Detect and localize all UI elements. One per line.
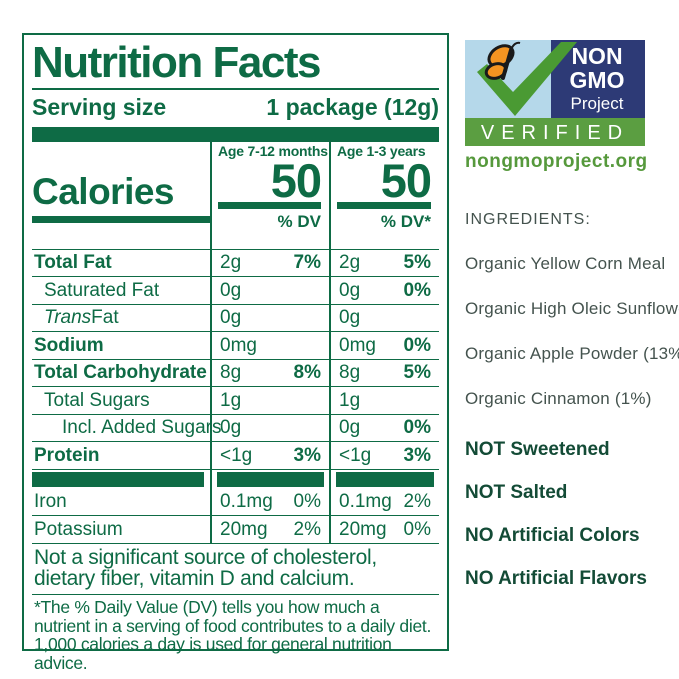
dv-header-col2: % DV* [380, 211, 431, 231]
ingredient-item: Organic High Oleic Sunflower Oil [465, 299, 679, 318]
age-group-1-label: Age 7-12 months [218, 142, 328, 159]
ingredient-item: Organic Yellow Corn Meal [465, 254, 666, 273]
col2-values: 0mg 0% [329, 332, 439, 360]
table-row-total-sugars: Total Sugars 1g 1g [32, 387, 439, 415]
nutrient-name: Potassium [32, 516, 210, 544]
nutrient-name: Protein [32, 442, 210, 470]
age-column-1-header: Age 7-12 months 50 % DV [210, 141, 329, 250]
svg-text:NON: NON [571, 43, 622, 69]
nutrient-name: Incl. Added Sugars [32, 415, 222, 443]
nutrient-name: Total Sugars [32, 387, 210, 415]
col2-values: 0g 0% [329, 414, 439, 443]
serving-size-label: Serving size [32, 93, 167, 120]
svg-text:GMO: GMO [570, 67, 625, 93]
col2-values: 0.1mg 2% [329, 488, 439, 517]
nutrient-name: Iron [32, 489, 210, 517]
separator-bar [32, 470, 210, 489]
col2-values: 20mg 0% [329, 516, 439, 544]
col1-values: 0g [210, 277, 329, 305]
col1-values: 20mg 2% [210, 516, 329, 544]
panel-title: Nutrition Facts [32, 39, 439, 90]
ingredient-item: Organic Apple Powder (13%) [465, 344, 679, 363]
table-row-total-fat: Total Fat 2g 7% 2g 5% [32, 249, 439, 278]
non-gmo-verified-badge: NON GMO Project VERIFIED nongmoproject.o… [465, 40, 670, 173]
nutrient-name: Sodium [32, 332, 210, 360]
calories-underline-bar [337, 201, 431, 209]
separator-bar [329, 469, 439, 489]
table-row-sodium: Sodium 0mg 0mg 0% [32, 332, 439, 360]
table-row-potassium: Potassium 20mg 2% 20mg 0% [32, 516, 439, 544]
claim-not-sweetened: NOT Sweetened [465, 439, 610, 460]
col2-values: 1g [329, 387, 439, 415]
svg-text:VERIFIED: VERIFIED [481, 122, 629, 144]
col1-values: 2g 7% [210, 249, 329, 278]
serving-size-value: 1 package (12g) [266, 93, 439, 120]
nongmo-url: nongmoproject.org [465, 151, 648, 172]
butterfly-icon [484, 41, 521, 80]
calories-value-col2: 50 [380, 153, 432, 207]
nutrient-name: Trans Fat [32, 305, 210, 333]
thick-divider-bar [32, 126, 439, 142]
serving-size-row: Serving size 1 package (12g) [32, 90, 439, 127]
svg-text:Project: Project [571, 94, 624, 113]
table-row-iron: Iron 0.1mg 0% 0.1mg 2% [32, 488, 439, 517]
col1-values: 8g 8% [210, 359, 329, 388]
table-row-saturated-fat: Saturated Fat 0g 0g 0% [32, 277, 439, 305]
dv-header-col1: % DV [277, 211, 321, 231]
col2-values: 2g 5% [329, 249, 439, 278]
claim-no-artificial-flavors: NO Artificial Flavors [465, 568, 647, 589]
claim-not-salted: NOT Salted [465, 482, 568, 503]
col1-values: 1g [210, 387, 329, 415]
calories-label: Calories [32, 170, 175, 212]
calories-underline-bar [218, 201, 321, 209]
col1-values: <1g 3% [210, 442, 329, 470]
separator-bar [210, 469, 329, 489]
claim-no-artificial-colors: NO Artificial Colors [465, 525, 640, 546]
ingredient-item: Organic Cinnamon (1%) [465, 389, 652, 408]
calories-value-col1: 50 [270, 153, 322, 207]
col1-values: 0g [210, 304, 329, 333]
table-row-protein: Protein <1g 3% <1g 3% [32, 442, 439, 470]
age-column-2-header: Age 1-3 years 50 % DV* [329, 141, 439, 250]
nutrition-facts-panel: Nutrition Facts Serving size 1 package (… [22, 33, 449, 672]
thick-separator-row [32, 469, 439, 489]
daily-value-footnote: *The % Daily Value (DV) tells you how mu… [34, 597, 432, 673]
nutrient-name: Total Fat [32, 250, 210, 278]
nutrient-name: Total Carbohydrate [32, 360, 210, 388]
nutrient-name: Saturated Fat [32, 277, 210, 305]
nongmo-butterfly-check-icon: NON GMO Project VERIFIED [465, 40, 645, 146]
spacer [32, 223, 210, 249]
calories-header-row: Calories Age 7-12 months 50 % DV Age 1-3… [32, 141, 439, 250]
col1-values: 0g [210, 414, 329, 443]
col2-values: 0g [329, 304, 439, 333]
col1-values: 0.1mg 0% [210, 488, 329, 517]
col2-values: 0g 0% [329, 277, 439, 305]
col1-values: 0mg [210, 332, 329, 360]
table-row-added-sugars: Incl. Added Sugars 0g 0g 0% [32, 414, 439, 443]
table-row-trans-fat: Trans Fat 0g 0g [32, 304, 439, 333]
not-significant-source-note: Not a significant source of cholesterol,… [32, 544, 439, 596]
ingredients-heading: INGREDIENTS: [465, 211, 591, 228]
right-column: NON GMO Project VERIFIED nongmoproject.o… [465, 40, 679, 590]
calories-underline-bar [32, 215, 210, 223]
table-row-total-carbohydrate: Total Carbohydrate 8g 8% 8g 5% [32, 359, 439, 388]
calories-cell: Calories [32, 142, 210, 250]
col2-values: <1g 3% [329, 442, 439, 470]
age-group-2-label: Age 1-3 years [337, 142, 426, 159]
col2-values: 8g 5% [329, 359, 439, 388]
